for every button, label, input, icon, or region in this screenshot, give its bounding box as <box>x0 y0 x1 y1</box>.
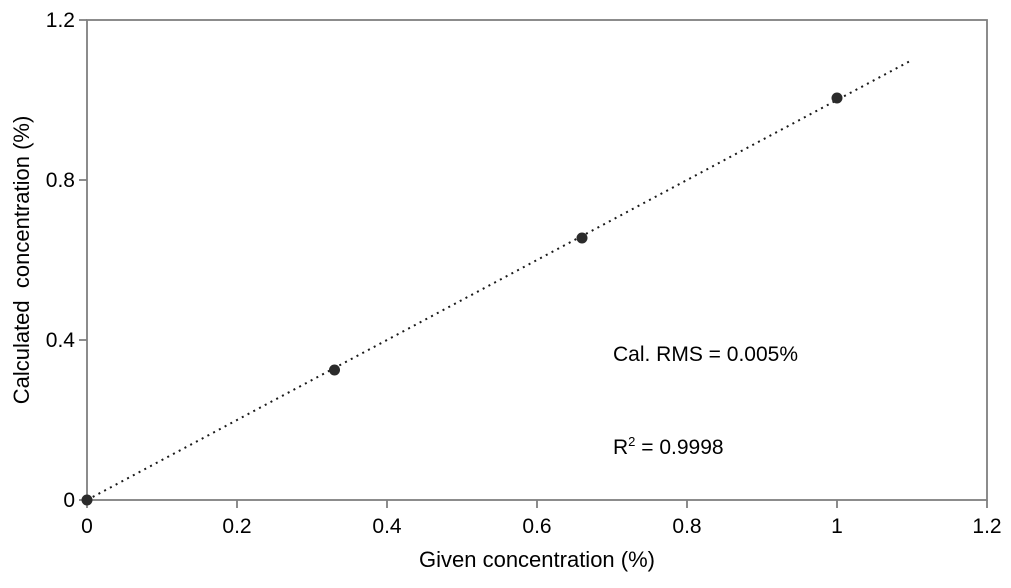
plot-border <box>86 19 988 501</box>
x-tick-label: 1.2 <box>972 515 1001 538</box>
chart-annotation: Cal. RMS = 0.005% R2 = 0.9998 <box>613 277 798 525</box>
x-tick-label: 0 <box>81 515 93 538</box>
y-tick-label: 0 <box>63 489 75 512</box>
y-tick-label: 0.4 <box>46 329 76 352</box>
x-tick-label: 0.2 <box>222 515 251 538</box>
x-tick-label: 0.8 <box>672 515 701 538</box>
data-point <box>329 364 340 376</box>
annotation-rms-line: Cal. RMS = 0.005% <box>613 343 799 366</box>
y-tick-label: 1.2 <box>46 9 75 32</box>
r2-superscript: 2 <box>628 434 636 449</box>
data-point <box>576 232 588 244</box>
data-point <box>831 92 843 104</box>
annotation-r2-line: R2 = 0.9998 <box>613 432 798 463</box>
x-tick-label: 0.6 <box>522 515 551 538</box>
x-tick-label: 0.4 <box>372 515 402 538</box>
x-axis-title: Given concentration (%) <box>419 547 655 572</box>
r2-value: = 0.9998 <box>635 436 724 459</box>
r2-symbol: R <box>613 436 629 459</box>
data-point <box>81 494 93 506</box>
x-tick-label: 1 <box>831 515 843 538</box>
y-tick-label: 0.8 <box>46 169 75 192</box>
y-axis-title: Calculated concentration (%) <box>9 115 34 405</box>
